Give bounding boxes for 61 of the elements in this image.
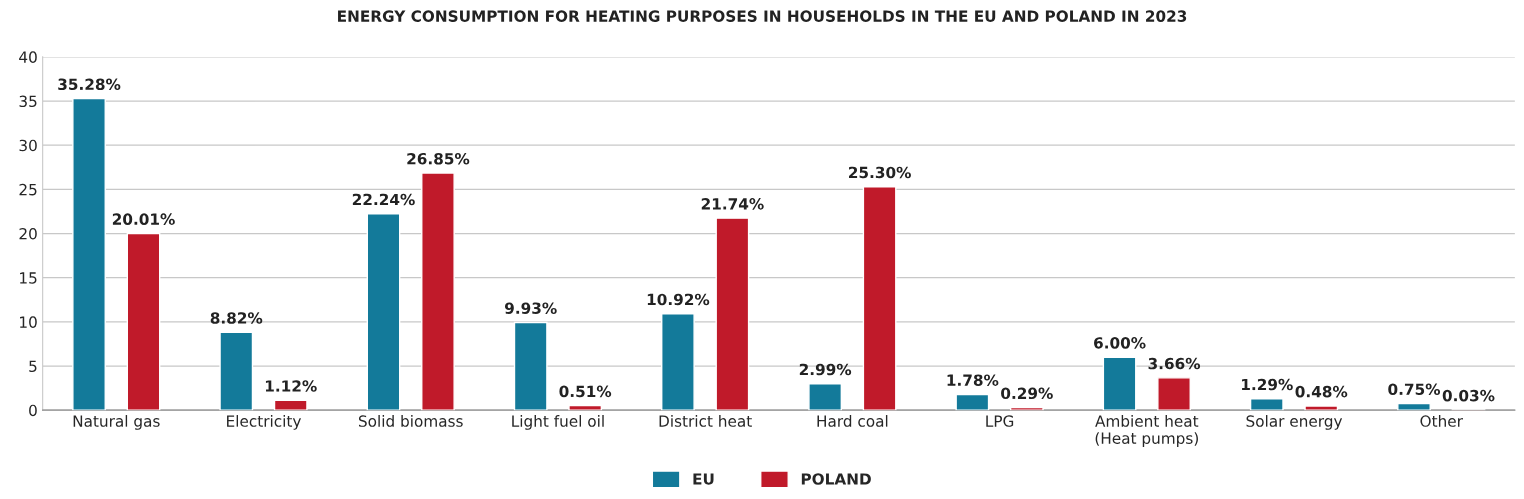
x-tick-label: Light fuel oil [512, 415, 604, 430]
x-tick-label: District heat [659, 415, 752, 427]
bar [661, 313, 695, 411]
y-tick-label: 5 [29, 360, 37, 373]
bar [421, 172, 455, 411]
y-tick-label: 25 [19, 183, 37, 196]
bar [513, 321, 548, 411]
x-tick-label: LPG [986, 415, 1014, 427]
data-label: 6.00% [1094, 337, 1146, 349]
bar [568, 404, 603, 411]
y-tick-label: 40 [19, 51, 37, 63]
bar [1397, 402, 1431, 411]
x-tick-label: Natural gas [73, 415, 160, 430]
data-label: 3.66% [1148, 357, 1201, 370]
chart-title: ENERGY CONSUMPTION FOR HEATING PURPOSES IN HOUSEHOLDS IN THE EU AND POLAND IN 2023 [338, 10, 1187, 22]
x-tick-label: Solid biomass [358, 415, 463, 427]
data-label: 21.74% [701, 198, 764, 210]
data-label: 10.92% [647, 293, 710, 306]
y-tick-label: 20 [19, 228, 37, 240]
legend-label: POLAND [801, 473, 871, 485]
data-label: 0.48% [1295, 385, 1348, 398]
bar [808, 383, 843, 411]
bar [1249, 398, 1284, 411]
y-tick-label: 0 [29, 404, 37, 417]
data-label: 0.75% [1388, 383, 1441, 396]
bar [1304, 405, 1339, 411]
x-tick-label: Ambient heat (Heat pumps) [1095, 415, 1199, 447]
bar [1009, 406, 1044, 411]
bar [273, 399, 308, 411]
data-label: 0.51% [559, 385, 612, 398]
data-label: 1.78% [947, 374, 999, 386]
y-tick-label: 35 [19, 95, 37, 108]
bar [715, 217, 750, 411]
y-tick-label: 10 [20, 316, 37, 328]
bar [219, 331, 254, 411]
data-label: 8.82% [210, 312, 263, 324]
bar [955, 393, 990, 411]
data-label: 35.28% [58, 78, 121, 91]
data-label: 9.93% [504, 302, 557, 314]
data-label: 20.01% [112, 213, 175, 225]
data-label: 0.03% [1442, 389, 1495, 402]
bar [72, 97, 106, 411]
bar [366, 213, 401, 411]
bar [862, 186, 897, 411]
x-tick-label: Hard coal [817, 415, 888, 427]
legend-label: EU [693, 473, 714, 485]
data-label: 22.24% [352, 193, 415, 206]
data-label: 1.12% [265, 380, 317, 392]
y-tick-label: 15 [20, 272, 37, 284]
data-label: 2.99% [799, 363, 852, 376]
data-label: 0.29% [1001, 387, 1053, 400]
data-label: 1.29% [1242, 378, 1293, 391]
x-tick-label: Electricity [227, 415, 301, 430]
data-label: 25.30% [849, 166, 911, 179]
y-tick-label: 30 [19, 139, 37, 152]
data-label: 26.85% [407, 152, 470, 165]
bar [1157, 377, 1191, 411]
bar [1102, 356, 1137, 411]
bar [126, 232, 161, 411]
x-tick-label: Other [1420, 415, 1463, 427]
x-tick-label: Solar energy [1246, 415, 1343, 430]
